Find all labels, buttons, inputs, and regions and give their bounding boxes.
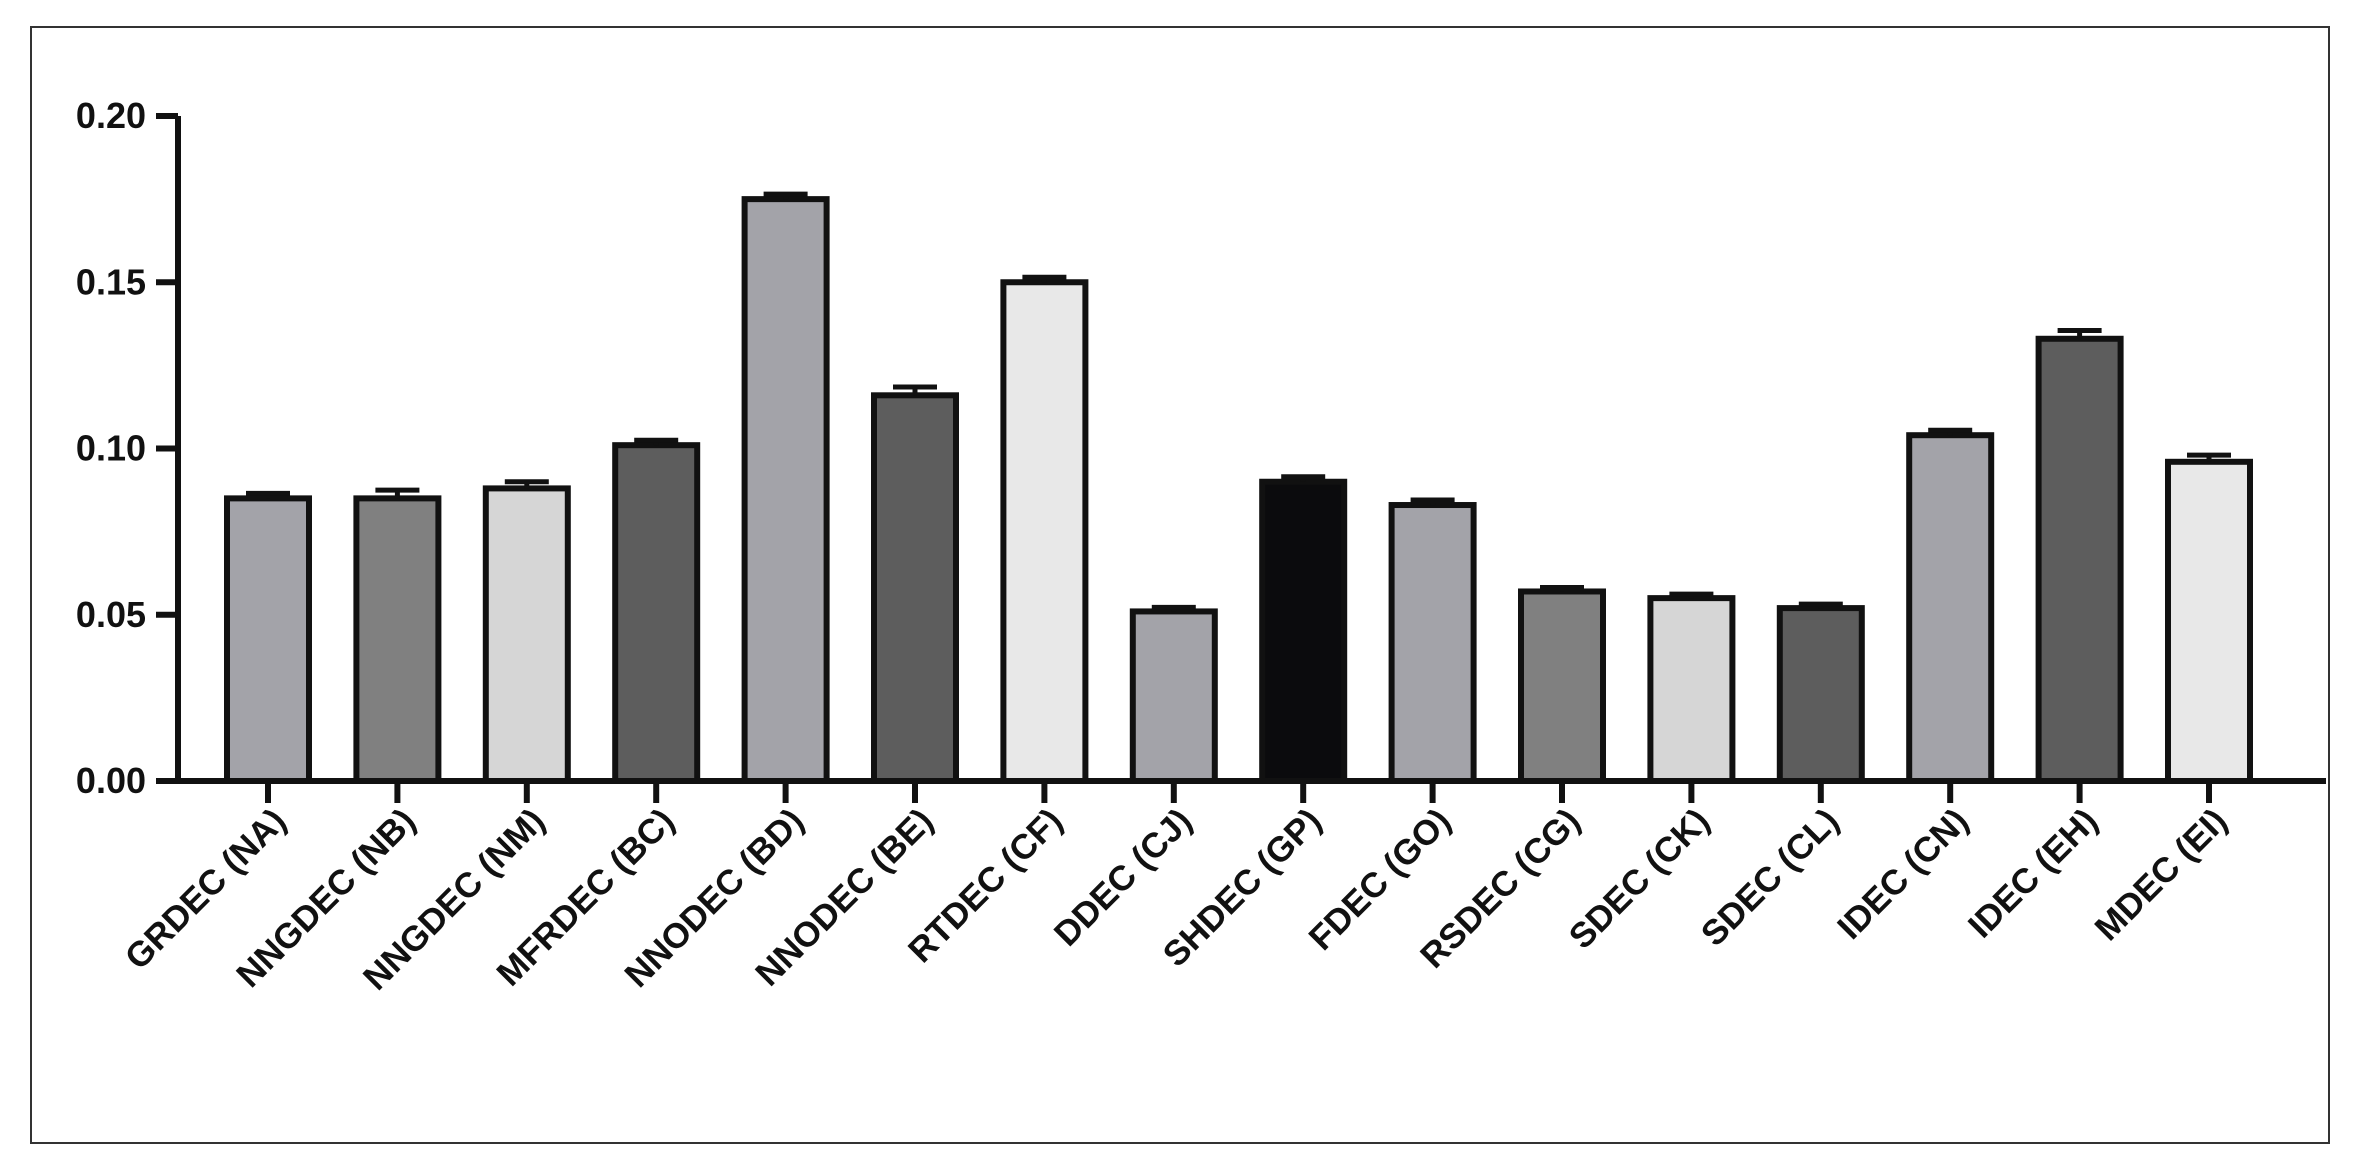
bar: [353, 495, 442, 784]
y-tick-label: 0.20: [76, 95, 146, 136]
bar: [1647, 595, 1736, 784]
bar: [871, 392, 959, 784]
bar: [1388, 502, 1477, 784]
y-tick-label: 0.05: [76, 594, 146, 635]
bar: [1518, 588, 1606, 784]
x-tick-label: IDEC (CN): [1830, 801, 1976, 947]
bar: [612, 442, 701, 784]
bar: [1000, 279, 1089, 784]
error-bars: [246, 191, 2231, 612]
bars: [224, 196, 2253, 784]
x-tick-label: SDEC (CK): [1562, 801, 1717, 956]
bar: [482, 485, 571, 784]
x-tick-label: IDEC (EH): [1961, 801, 2105, 945]
x-axis: GRDEC (NA)NNGDEC (NB)NNGDEC (NM)MFRDEC (…: [118, 778, 2326, 998]
bar: [1259, 478, 1348, 784]
bar: [2165, 458, 2253, 784]
x-tick-label: SDEC (CL): [1694, 801, 1847, 954]
bar: [1906, 432, 1995, 784]
y-axis: 0.00 0.05 0.10 0.15 0.20: [76, 95, 181, 801]
x-tick-label: MDEC (EI): [2087, 801, 2234, 948]
y-tick-label: 0.15: [76, 261, 146, 302]
y-tick-label: 0.10: [76, 428, 146, 469]
y-tick-label: 0.00: [76, 760, 146, 801]
bar: [1129, 608, 1218, 784]
bar: [224, 495, 312, 784]
bar: [741, 196, 830, 784]
bar: [2035, 335, 2124, 784]
bar: [1776, 605, 1865, 784]
